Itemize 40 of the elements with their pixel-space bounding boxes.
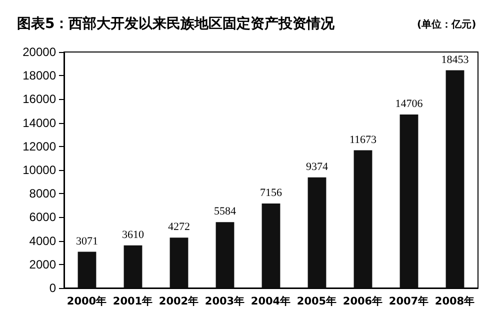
bar — [78, 252, 96, 288]
bar — [124, 245, 142, 288]
x-tick-label: 2005年 — [296, 294, 338, 308]
bar — [446, 70, 464, 288]
x-tick-label: 2003年 — [204, 294, 246, 308]
y-tick-label: 20000 — [22, 45, 56, 59]
y-tick-label: 14000 — [22, 116, 56, 130]
bar — [400, 114, 418, 288]
bar — [170, 238, 188, 288]
x-tick-label: 2007年 — [388, 294, 430, 308]
data-label: 7156 — [260, 187, 282, 200]
data-label: 11673 — [349, 134, 378, 146]
y-tick-label: 12000 — [22, 139, 56, 154]
y-tick-label: 8000 — [29, 186, 56, 201]
bar — [262, 204, 280, 288]
bar — [216, 222, 234, 288]
data-label: 18453 — [441, 54, 470, 66]
y-tick-label: 6000 — [29, 210, 56, 224]
y-tick-label: 4000 — [29, 234, 56, 248]
x-tick-label: 2004年 — [250, 294, 292, 308]
bar — [308, 177, 326, 288]
x-tick-label: 2006年 — [342, 294, 384, 308]
y-tick-label: 10000 — [22, 163, 56, 177]
y-tick-label: 16000 — [22, 92, 56, 106]
x-tick-label: 2002年 — [158, 294, 200, 308]
x-tick-label: 2001年 — [112, 294, 154, 308]
y-tick-label: 0 — [49, 281, 56, 295]
y-tick-label: 2000 — [29, 257, 56, 272]
data-label: 4272 — [168, 221, 190, 234]
data-label: 3610 — [122, 228, 144, 241]
y-tick-label: 18000 — [22, 68, 56, 83]
chart-title: 图表5：西部大开发以来民族地区固定资产投资情况 — [17, 15, 336, 32]
data-label: 5584 — [214, 206, 236, 218]
x-tick-label: 2000年 — [66, 294, 108, 308]
bar — [354, 150, 372, 288]
data-label: 3071 — [76, 235, 98, 248]
chart-subtitle: (单位：亿元) — [417, 18, 476, 30]
x-tick-label: 2008年 — [434, 294, 476, 308]
data-label: 9374 — [306, 160, 328, 173]
data-label: 14706 — [395, 98, 424, 110]
